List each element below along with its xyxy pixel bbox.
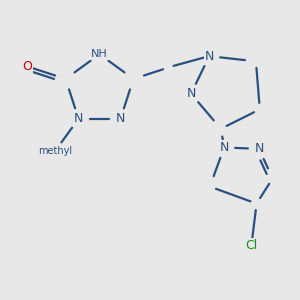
Text: N: N: [254, 142, 264, 155]
Text: N: N: [116, 112, 125, 125]
Text: N: N: [74, 112, 83, 125]
Text: N: N: [186, 87, 196, 100]
Text: N: N: [220, 141, 229, 154]
Text: NH: NH: [91, 49, 108, 59]
Text: N: N: [205, 50, 214, 63]
Text: O: O: [22, 60, 32, 73]
Text: Cl: Cl: [245, 239, 257, 252]
Text: methyl: methyl: [38, 146, 72, 156]
